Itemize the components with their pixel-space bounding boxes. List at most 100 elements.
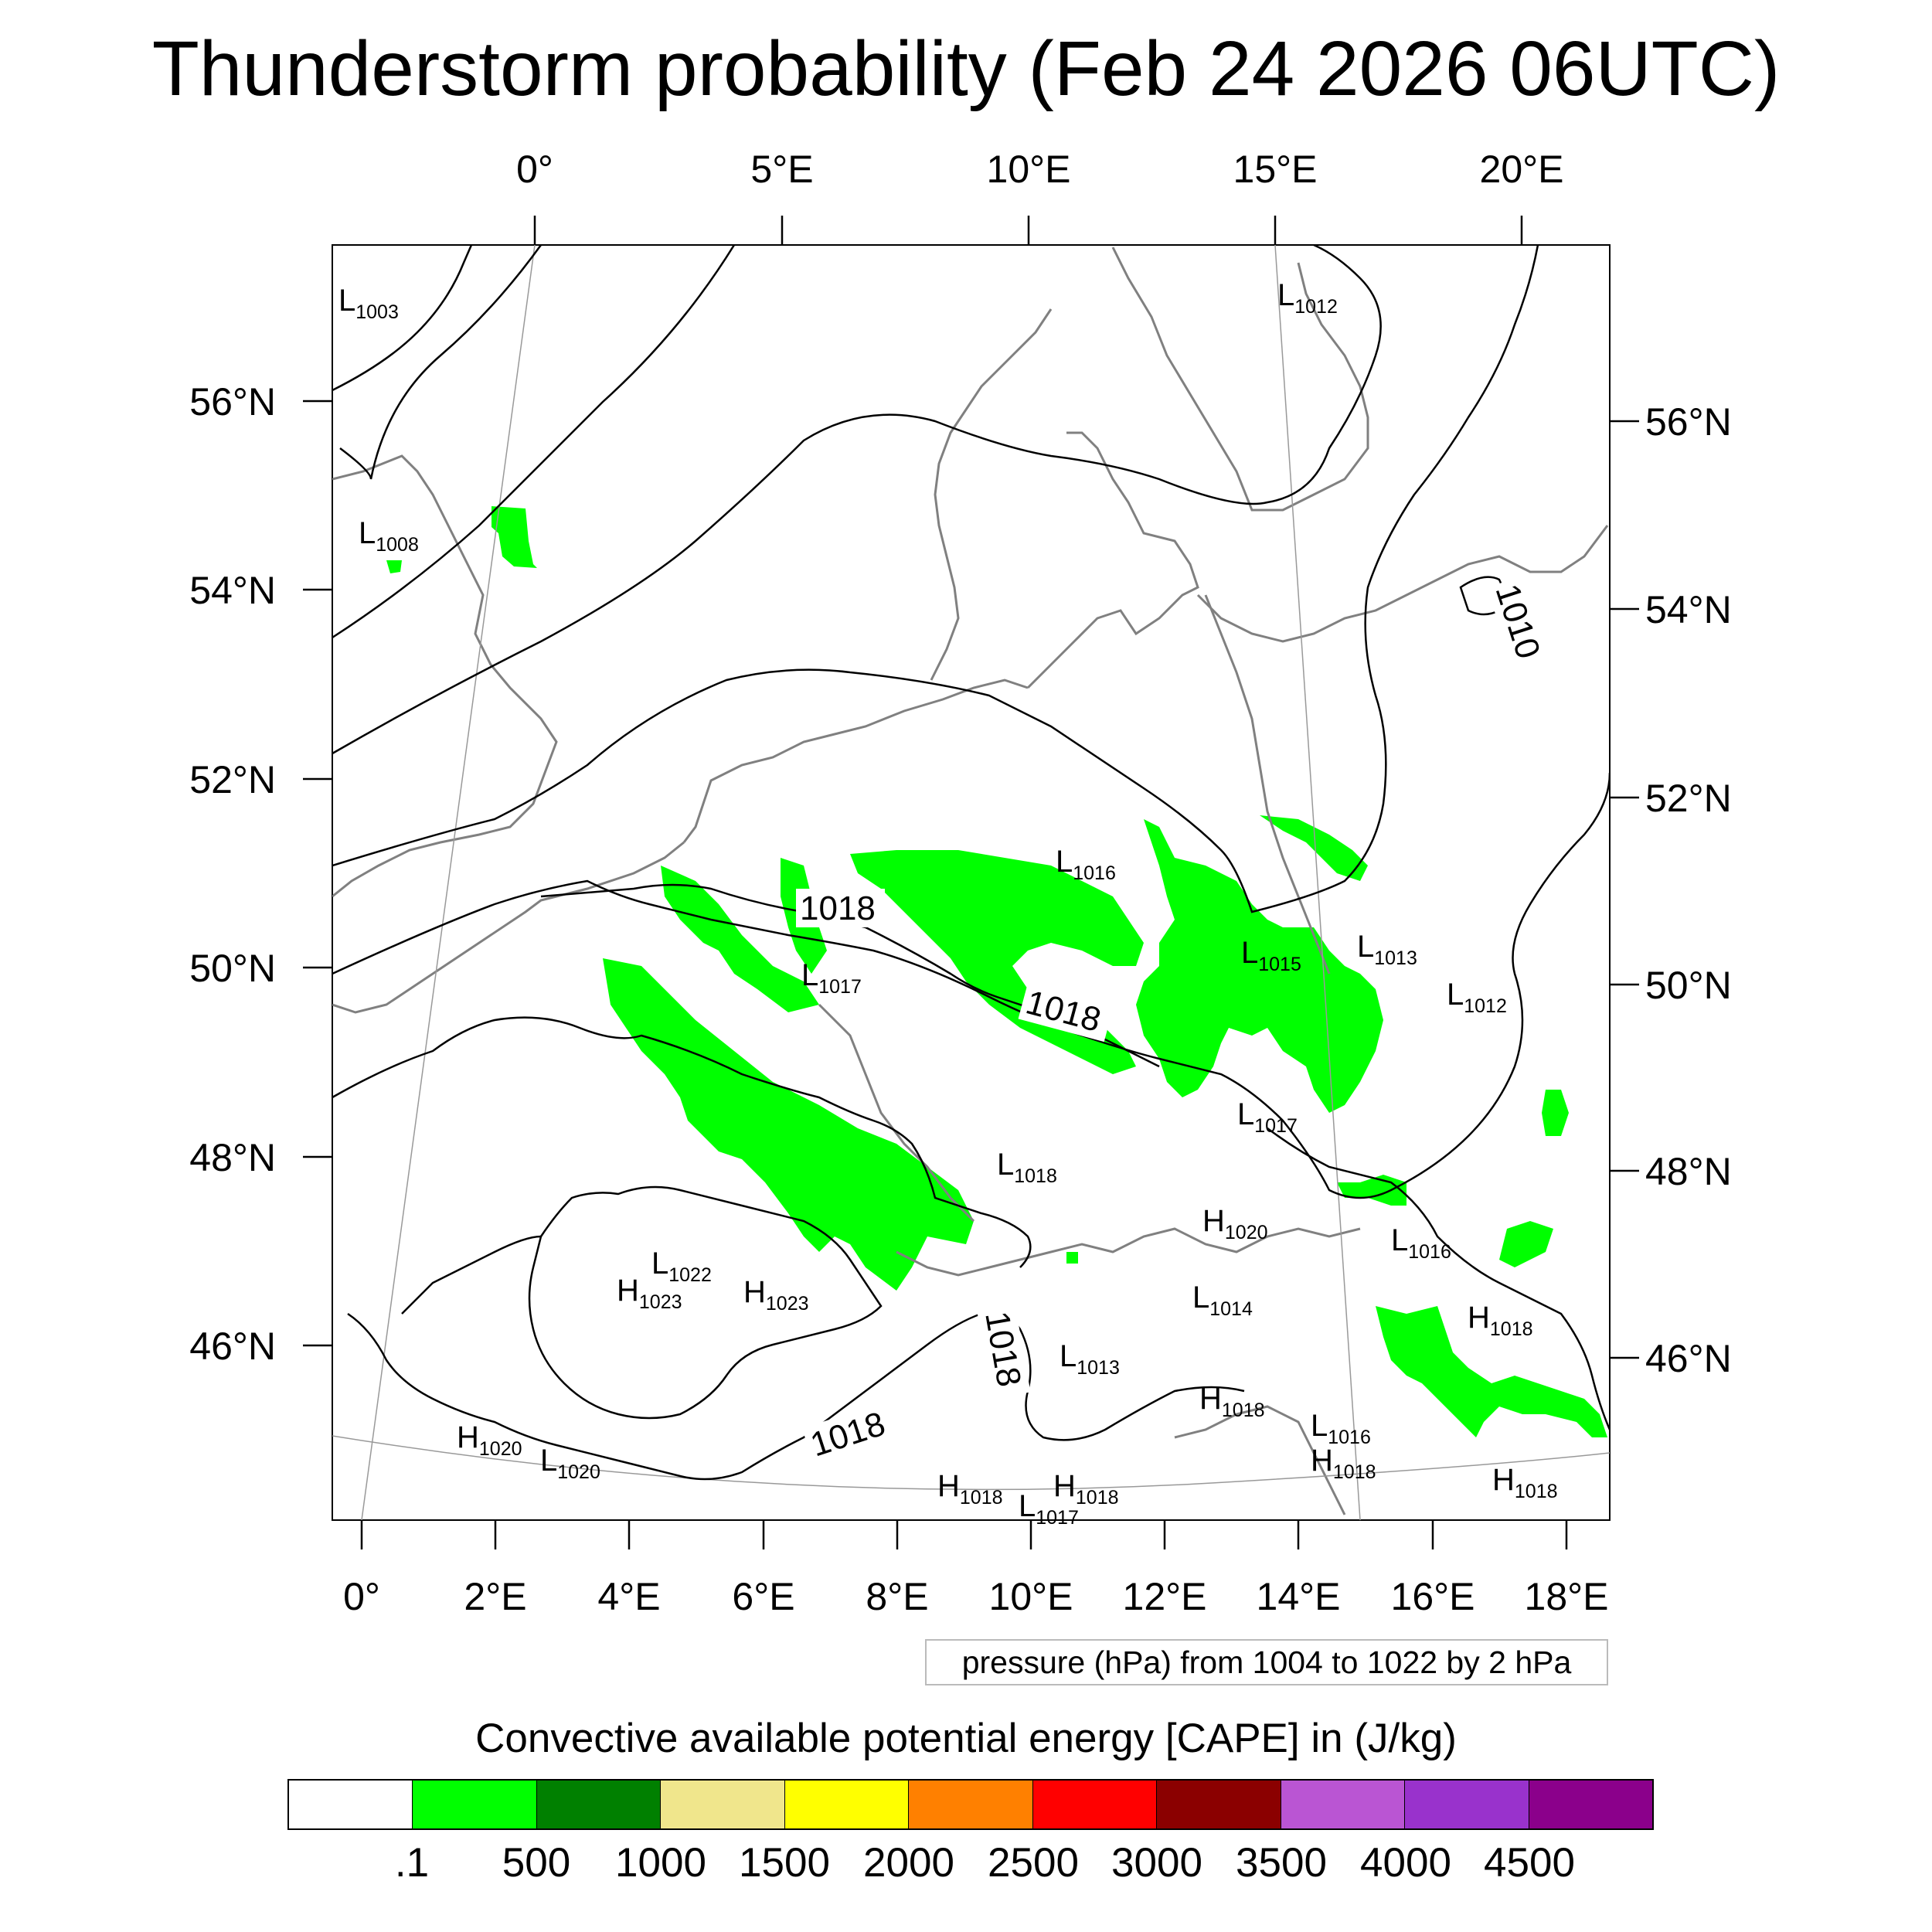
bottom-tick-label: 6°E: [732, 1575, 794, 1618]
pressure-center-label: H1018: [1199, 1382, 1265, 1421]
pressure-center-label: H1018: [1492, 1463, 1558, 1502]
colorbar-segment: [1281, 1781, 1406, 1828]
pressure-center-label: L1016: [1391, 1223, 1451, 1263]
cape-area-slovakia: [1499, 1221, 1553, 1267]
cape-area-belgium-lux: [661, 866, 819, 1012]
top-axis-labels: 0° 5°E 10°E 15°E 20°E: [516, 148, 1563, 191]
colorbar-tick-label: 500: [502, 1840, 571, 1886]
pressure-center-label: L1022: [651, 1247, 712, 1286]
right-tick-label: 54°N: [1645, 588, 1732, 631]
cape-area-north-sea: [492, 506, 537, 568]
pressure-legend-note: pressure (hPa) from 1004 to 1022 by 2 hP…: [925, 1639, 1608, 1685]
pressure-center-label: L1015: [1241, 936, 1301, 975]
colorbar-segment: [1405, 1781, 1529, 1828]
right-tick-label: 50°N: [1645, 964, 1732, 1007]
isobar-1014: [332, 772, 1610, 1199]
pressure-center-label: L1016: [1311, 1409, 1371, 1448]
cape-area-germany-east: [1136, 819, 1383, 1113]
top-tick-label: 0°: [516, 148, 553, 191]
axis-ticks: [303, 216, 1639, 1549]
coast-baltic-south: [1196, 525, 1609, 643]
right-tick-label: 52°N: [1645, 777, 1732, 820]
coast-denmark: [930, 308, 1053, 681]
meridian-0: [361, 245, 536, 1520]
bottom-tick-label: 10°E: [989, 1575, 1073, 1618]
top-tick-label: 20°E: [1480, 148, 1564, 191]
pressure-center-label: L1020: [540, 1444, 600, 1483]
colorbar-segment: [661, 1781, 785, 1828]
bottom-tick-label: 8°E: [866, 1575, 928, 1618]
coastlines: [332, 247, 1609, 1515]
top-tick-label: 15°E: [1233, 148, 1318, 191]
bottom-tick-label: 12°E: [1123, 1575, 1207, 1618]
right-axis-labels: 56°N 54°N 52°N 50°N 48°N 46°N: [1645, 400, 1732, 1380]
graticule: [332, 245, 1610, 1520]
pressure-center-label: L1013: [1060, 1339, 1120, 1379]
isobar-1020: [528, 1185, 883, 1420]
isobar-1008: [332, 245, 736, 639]
pressure-center-label: L1008: [359, 516, 419, 556]
pressure-center-label: L1017: [1019, 1489, 1079, 1529]
left-tick-label: 52°N: [189, 758, 276, 801]
colorbar-tick-label: 3000: [1111, 1840, 1202, 1886]
meridian-15e: [1274, 245, 1361, 1520]
right-tick-label: 48°N: [1645, 1150, 1732, 1193]
colorbar-title: Convective available potential energy [C…: [475, 1716, 1457, 1761]
colorbar-segment: [784, 1781, 910, 1828]
parallel-45n: [332, 1435, 1610, 1491]
isobar-1016-a: [332, 1016, 1032, 1268]
colorbar-tick-label: 1500: [739, 1840, 830, 1886]
right-tick-label: 56°N: [1645, 400, 1732, 444]
isobar-1016-b: [1267, 1127, 1610, 1430]
pressure-center-label: H1020: [1202, 1204, 1268, 1243]
colorbar-segment: [1157, 1781, 1281, 1828]
colorbar-segment: [1529, 1781, 1652, 1828]
top-tick-label: 10°E: [987, 148, 1071, 191]
isobar-1006: [339, 245, 543, 480]
isobar-1018-alps: [347, 1311, 1245, 1481]
pressure-center-label: H1018: [937, 1469, 1003, 1509]
bottom-tick-label: 18°E: [1525, 1575, 1609, 1618]
pressure-center-label: L1014: [1192, 1281, 1253, 1320]
pressure-center-label: H1020: [457, 1420, 522, 1460]
coast-adriatic: [1174, 1405, 1346, 1515]
pressure-center-label: L1012: [1277, 278, 1338, 318]
bottom-tick-label: 2°E: [464, 1575, 526, 1618]
pressure-center-label: H1018: [1053, 1469, 1119, 1509]
left-tick-label: 56°N: [189, 380, 276, 423]
left-tick-label: 50°N: [189, 947, 276, 990]
pressure-center-label: H1018: [1311, 1444, 1376, 1483]
contour-label: 1018: [800, 889, 876, 927]
bottom-tick-label: 0°: [343, 1575, 380, 1618]
colorbar-segment: [289, 1781, 413, 1828]
colorbar-segment: [536, 1781, 662, 1828]
left-tick-label: 48°N: [189, 1136, 276, 1179]
isobars: [332, 245, 1610, 1481]
left-axis-labels: 56°N 54°N 52°N 50°N 48°N 46°N: [189, 380, 276, 1368]
cape-colorbar: [287, 1779, 1654, 1830]
colorbar-tick-label: 1000: [615, 1840, 706, 1886]
bottom-tick-label: 14°E: [1257, 1575, 1341, 1618]
pressure-center-label: H1018: [1468, 1301, 1533, 1340]
colorbar-tick-label: 4000: [1360, 1840, 1451, 1886]
left-tick-label: 46°N: [189, 1325, 276, 1368]
border-germany-poland: [1204, 594, 1331, 975]
bottom-axis-labels: 0° 2°E 4°E 6°E 8°E 10°E 12°E 14°E 16°E 1…: [343, 1575, 1608, 1618]
coast-sweden: [1111, 247, 1369, 512]
colorbar-tick-label: 2500: [988, 1840, 1079, 1886]
top-tick-label: 5°E: [750, 148, 813, 191]
colorbar-segment: [909, 1781, 1033, 1828]
pressure-center-label: L1017: [1237, 1097, 1298, 1137]
cape-area-uk: [386, 560, 402, 573]
colorbar-tick-label: 3500: [1236, 1840, 1327, 1886]
chart-title: Thunderstorm probability (Feb 24 2026 06…: [151, 26, 1781, 112]
pressure-center-label: L1003: [338, 284, 399, 323]
bottom-tick-label: 4°E: [597, 1575, 660, 1618]
cape-area-carpathia: [1542, 1090, 1569, 1136]
left-tick-label: 54°N: [189, 569, 276, 612]
colorbar-tick-label: .1: [394, 1840, 430, 1886]
coast-denmark-east: [1026, 431, 1199, 689]
pressure-center-label: H1023: [617, 1274, 682, 1313]
coast-france: [332, 841, 685, 1014]
